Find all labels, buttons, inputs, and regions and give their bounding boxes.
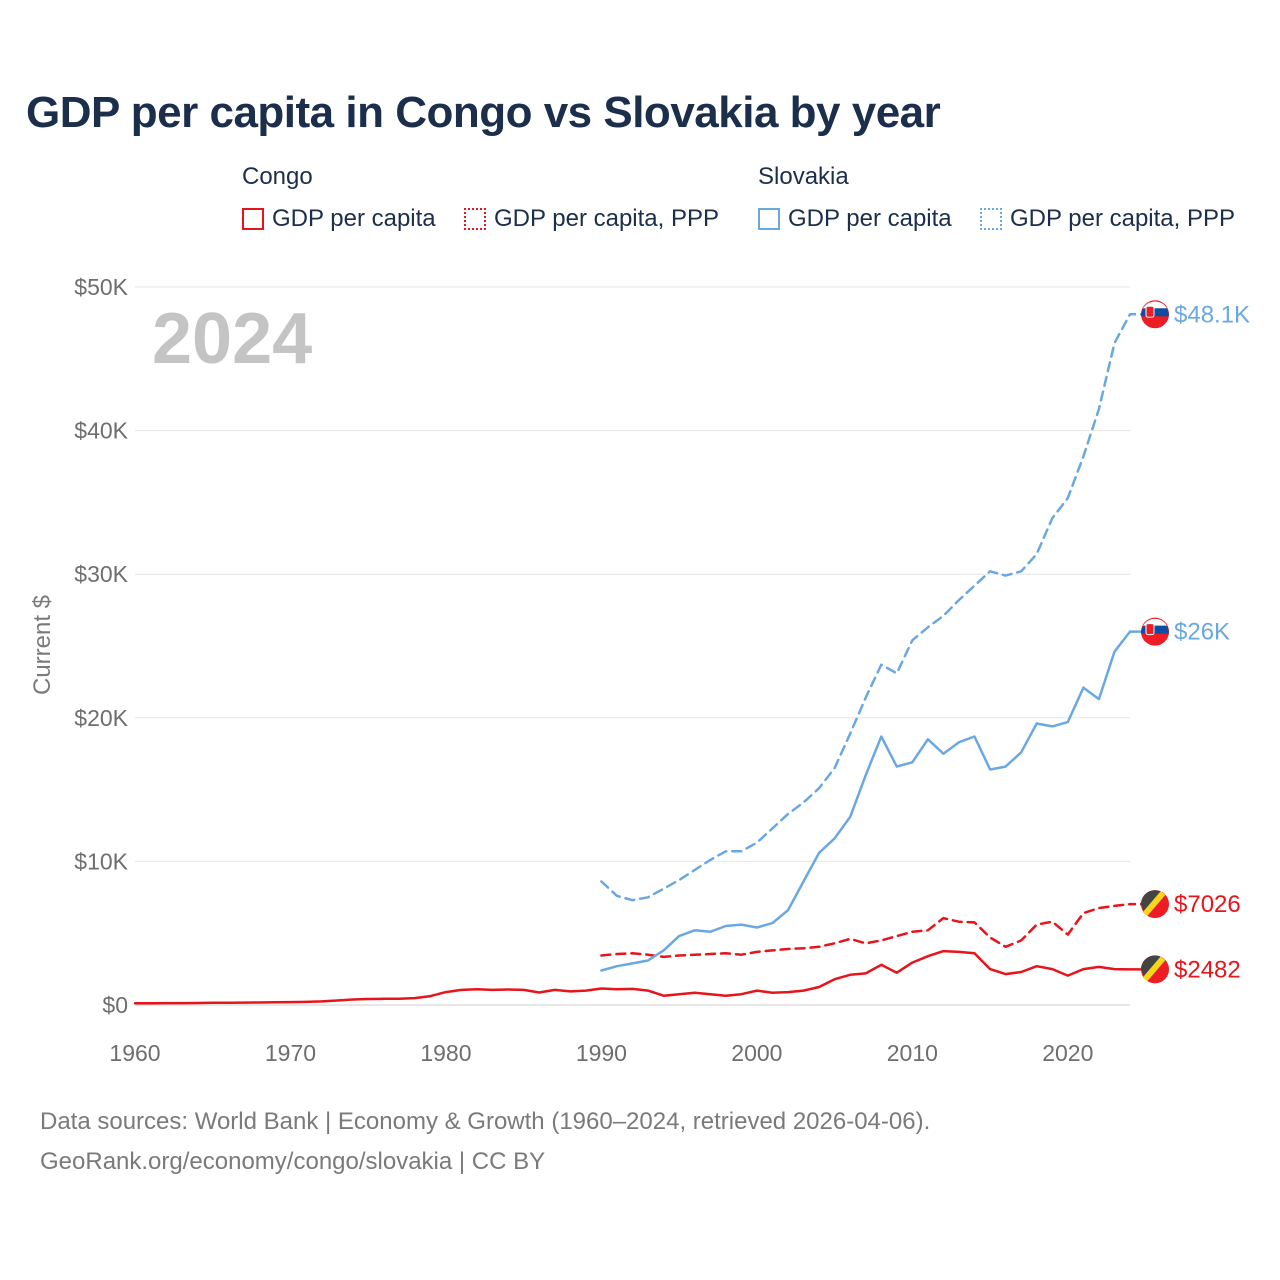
legend-group-congo: Congo: [242, 163, 313, 190]
x-tick-label: 2010: [887, 1040, 938, 1066]
legend-label: GDP per capita: [272, 205, 436, 232]
series-line-0: [133, 949, 1132, 1005]
flag-stripe: [1142, 956, 1166, 982]
x-tick-label: 1970: [265, 1040, 316, 1066]
gridlines: [135, 286, 1130, 1006]
year-watermark: 2024: [152, 299, 312, 379]
legend-swatch: [758, 208, 780, 230]
y-axis-label: Current $: [29, 595, 56, 695]
flag-emblem: [1145, 305, 1155, 318]
legend-item-slovakia-gdp-ppp[interactable]: GDP per capita, PPP: [980, 204, 1235, 234]
end-value-label: $26K: [1174, 619, 1230, 646]
legend-label: GDP per capita: [788, 205, 952, 232]
legend-group-slovakia: Slovakia: [758, 163, 849, 190]
x-tick-label: 2000: [731, 1040, 782, 1066]
x-tick-label: 2020: [1042, 1040, 1093, 1066]
series-line-1: [600, 902, 1132, 959]
slovakia-flag-icon: [1141, 617, 1169, 646]
series-lines: [133, 313, 1132, 1005]
end-value-label: $48.1K: [1174, 301, 1250, 328]
footer-url[interactable]: GeoRank.org/economy/congo/slovakia | CC …: [40, 1148, 546, 1175]
legend-label: GDP per capita, PPP: [494, 205, 719, 232]
line-chart: 2024 Current $ $0 $10K $20K $30K $40K $50K 19…: [29, 274, 1250, 1066]
legend-label: GDP per capita, PPP: [1010, 205, 1235, 232]
legend-item-slovakia-gdp[interactable]: GDP per capita: [758, 204, 952, 234]
flag-stripe: [1142, 891, 1166, 917]
x-axis-ticks: 1960 1970 1980 1990 2000 2010 2020: [109, 1040, 1093, 1066]
legend-item-congo-gdp[interactable]: GDP per capita: [242, 204, 436, 234]
series-line-2: [600, 630, 1132, 972]
y-tick-label: $0: [102, 992, 128, 1018]
end-value-label: $2482: [1174, 956, 1241, 983]
x-tick-label: 1960: [109, 1040, 160, 1066]
y-tick-label: $40K: [74, 418, 128, 444]
legend-swatch: [242, 208, 264, 230]
x-tick-label: 1990: [576, 1040, 627, 1066]
flag-emblem: [1145, 623, 1155, 636]
end-value-label: $7026: [1174, 891, 1241, 918]
end-markers: $2482 $7026 $26K $48.1K: [1130, 300, 1250, 984]
x-tick-label: 1980: [420, 1040, 471, 1066]
legend-swatch: [464, 208, 486, 230]
y-tick-label: $30K: [74, 561, 128, 587]
slovakia-flag-icon: [1141, 300, 1169, 329]
legend-swatch: [980, 208, 1002, 230]
y-tick-label: $20K: [74, 705, 128, 731]
y-axis-ticks: $0 $10K $20K $30K $40K $50K: [74, 274, 128, 1018]
series-line-3: [600, 313, 1132, 902]
page-title: GDP per capita in Congo vs Slovakia by y…: [26, 88, 941, 137]
legend-item-congo-gdp-ppp[interactable]: GDP per capita, PPP: [464, 204, 719, 234]
y-tick-label: $10K: [74, 848, 128, 874]
y-tick-label: $50K: [74, 274, 128, 300]
congo-flag-icon: [1141, 890, 1169, 919]
congo-flag-icon: [1141, 955, 1169, 984]
footer-sources: Data sources: World Bank | Economy & Gro…: [40, 1108, 931, 1135]
